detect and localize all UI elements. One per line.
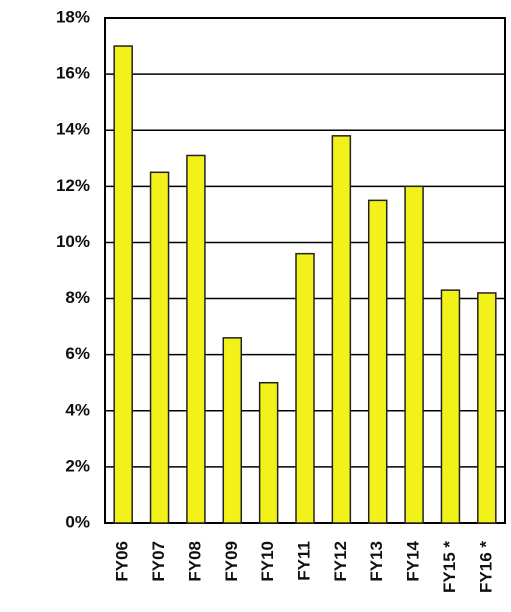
- y-tick-label: 14%: [56, 120, 90, 139]
- y-tick-label: 6%: [65, 344, 90, 363]
- x-tick-label: FY15 *: [440, 541, 459, 593]
- x-tick-label: FY10: [258, 541, 277, 582]
- bar: [149, 171, 170, 524]
- y-tick-label: 10%: [56, 232, 90, 251]
- x-tick-label: FY13: [367, 541, 386, 582]
- x-tick-label: FY06: [113, 541, 132, 582]
- x-tick-label: FY14: [404, 540, 423, 581]
- bar: [367, 199, 388, 524]
- bar: [295, 252, 315, 524]
- bar: [404, 185, 424, 524]
- y-tick-label: 16%: [56, 64, 90, 83]
- y-tick-label: 2%: [65, 456, 90, 475]
- x-tick-label: FY12: [331, 541, 350, 582]
- bar: [113, 45, 133, 524]
- y-tick-label: 4%: [65, 400, 90, 419]
- x-tick-label: FY08: [185, 541, 204, 582]
- x-tick-label: FY07: [149, 541, 168, 582]
- y-tick-label: 0%: [65, 512, 90, 531]
- bar: [477, 292, 497, 524]
- bar: [222, 337, 243, 524]
- x-tick-label: FY11: [294, 541, 313, 581]
- y-tick-label: 18%: [56, 7, 90, 26]
- bar: [331, 135, 352, 524]
- y-tick-label: 12%: [56, 176, 90, 195]
- bar: [440, 289, 461, 524]
- y-tick-label: 8%: [65, 288, 90, 307]
- bar: [186, 154, 206, 524]
- bar: [258, 381, 279, 524]
- x-tick-label: FY16 *: [476, 541, 495, 593]
- x-tick-label: FY09: [222, 541, 241, 582]
